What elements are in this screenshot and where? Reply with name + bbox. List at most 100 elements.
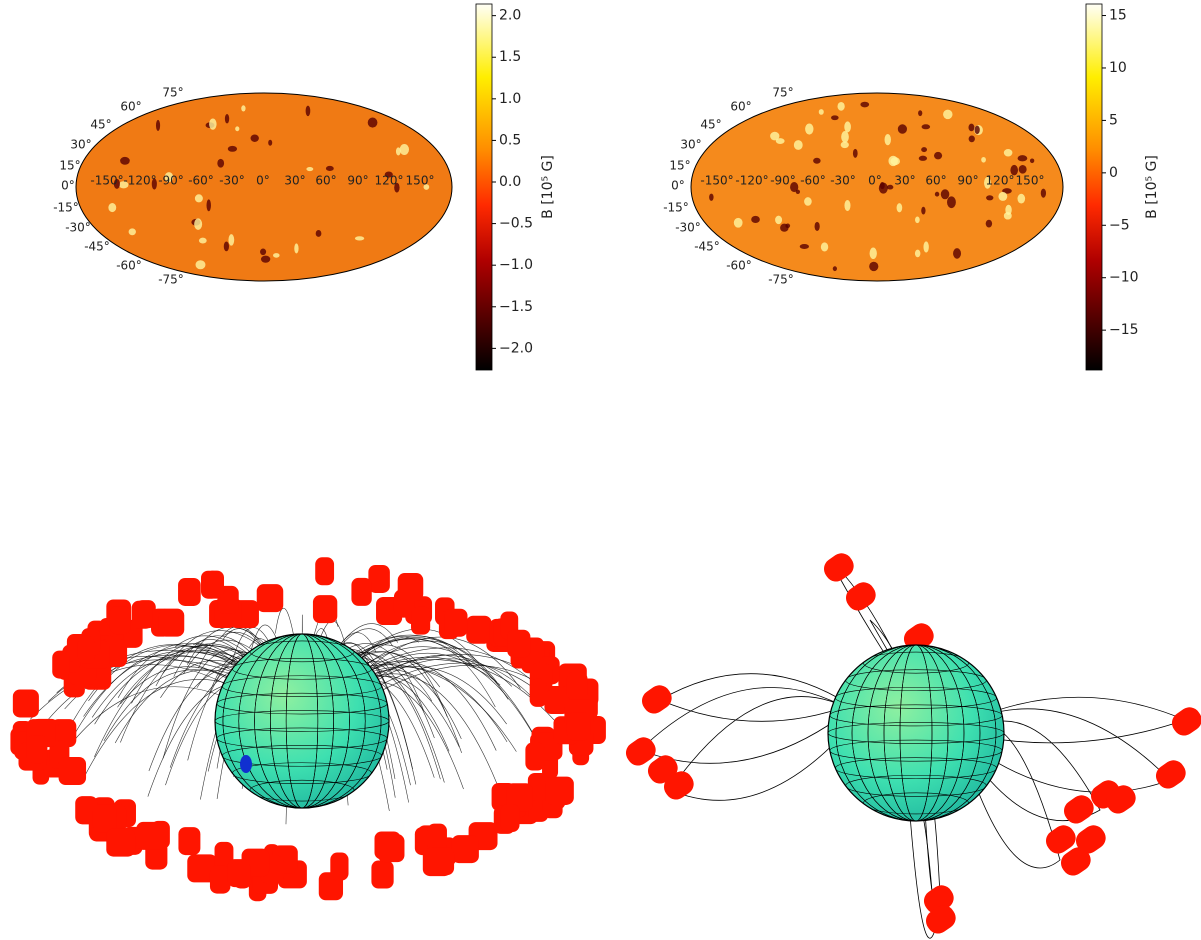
map-spot bbox=[844, 200, 851, 212]
colorbar-tick-label: −5 bbox=[1109, 217, 1130, 233]
latitude-line bbox=[215, 710, 389, 732]
colorbar-tick-label: 2.0 bbox=[499, 8, 521, 24]
map-spot bbox=[953, 248, 962, 259]
colorbar-tick-label: 5 bbox=[1109, 112, 1118, 128]
footpoint bbox=[451, 835, 479, 864]
colorbar-tick-label: 15 bbox=[1109, 8, 1127, 24]
footpoint bbox=[92, 804, 117, 833]
longitude-line bbox=[254, 634, 350, 808]
map-spot bbox=[194, 218, 203, 230]
footpoint bbox=[256, 584, 284, 613]
map-spot bbox=[818, 109, 824, 115]
footpoint bbox=[397, 573, 424, 602]
colorbar-label: B [10⁵ G] bbox=[540, 155, 556, 219]
map-spot bbox=[394, 182, 400, 193]
footpoint bbox=[209, 865, 231, 894]
map-spot bbox=[984, 177, 991, 189]
map-spot bbox=[840, 141, 849, 149]
sphere-grid bbox=[828, 645, 1004, 821]
lon-label: 30° bbox=[894, 174, 915, 188]
map-spot bbox=[395, 147, 401, 156]
map-spot bbox=[151, 178, 157, 190]
colorbar-label: B [10⁵ G] bbox=[1144, 155, 1160, 219]
longitude-line bbox=[883, 645, 949, 821]
lat-label: 15° bbox=[59, 159, 80, 173]
footpoint bbox=[351, 577, 372, 606]
footpoint bbox=[109, 606, 131, 635]
lon-label: -90° bbox=[770, 174, 796, 188]
lon-label: 60° bbox=[315, 174, 336, 188]
lat-label: 60° bbox=[120, 100, 141, 114]
map-spot bbox=[897, 124, 908, 134]
latitude-line bbox=[829, 739, 1003, 762]
lon-label: 150° bbox=[1016, 174, 1045, 188]
colorbar-tick-label: −0.5 bbox=[499, 216, 533, 232]
colorbar: 2.0 1.5 1.0 0.5 0.0 −0.5 −1.0 −1.5 −2.0 B [10⁵ G] bbox=[475, 3, 556, 371]
map-spot bbox=[250, 134, 259, 142]
footpoint bbox=[647, 755, 678, 784]
lon-label: -120° bbox=[735, 174, 768, 188]
lon-label: -120° bbox=[123, 174, 156, 188]
star-sphere bbox=[827, 644, 1005, 822]
longitude-line bbox=[238, 634, 366, 808]
map-spot bbox=[921, 206, 926, 215]
longitude-line bbox=[899, 645, 933, 821]
lon-label: 0° bbox=[868, 174, 882, 188]
lat-label: -15° bbox=[53, 201, 79, 215]
map-spot bbox=[793, 140, 803, 150]
map-spot bbox=[998, 191, 1008, 201]
footpoint bbox=[1075, 825, 1106, 854]
colorbar-tick-label: 10 bbox=[1109, 60, 1127, 76]
map-spot bbox=[831, 115, 839, 121]
map-spot bbox=[770, 131, 780, 141]
footpoint bbox=[444, 608, 468, 637]
footpoint bbox=[427, 823, 447, 852]
map-spot bbox=[223, 241, 229, 252]
footpoint bbox=[131, 600, 153, 629]
footpoint bbox=[315, 557, 335, 586]
colorbar-bar bbox=[475, 3, 493, 371]
map-spot bbox=[217, 158, 225, 168]
map-spot bbox=[120, 156, 130, 165]
map-spot bbox=[780, 223, 789, 232]
star-sphere bbox=[214, 633, 390, 809]
footpoint bbox=[625, 737, 656, 766]
map-panel: 75° 60° 45° 30° 15° 0° -15° -30° -45° -60° -75° -15… bbox=[53, 3, 556, 371]
latitude-line bbox=[828, 722, 1004, 744]
longitude-line bbox=[851, 645, 981, 821]
colorbar-tick-label: −10 bbox=[1109, 270, 1139, 286]
colorbar-tick-label: 1.5 bbox=[499, 49, 521, 65]
map-spot bbox=[820, 242, 829, 252]
colorbar-tick-label: −15 bbox=[1109, 322, 1139, 338]
map-spot bbox=[733, 217, 743, 228]
latitude-line bbox=[835, 686, 997, 709]
lat-label: -60° bbox=[726, 259, 752, 273]
footpoint bbox=[411, 606, 431, 635]
map-spot bbox=[896, 203, 903, 213]
map-spot bbox=[918, 110, 923, 117]
map-spot bbox=[164, 172, 174, 183]
map-spot bbox=[198, 237, 207, 244]
map-spot bbox=[209, 118, 217, 130]
map-spot bbox=[268, 139, 273, 146]
footpoint bbox=[26, 735, 48, 764]
map-spot bbox=[709, 193, 714, 201]
colorbar-tick-label: 1.0 bbox=[499, 91, 521, 107]
map-spot bbox=[974, 125, 980, 135]
map-spot bbox=[790, 181, 799, 193]
map-spot bbox=[934, 191, 940, 197]
lat-label: -15° bbox=[663, 201, 689, 215]
footpoint bbox=[368, 564, 390, 593]
map-spot bbox=[805, 123, 814, 135]
map-spot bbox=[1003, 148, 1013, 157]
lat-label: 15° bbox=[669, 159, 690, 173]
footpoint bbox=[178, 827, 201, 856]
map-spot bbox=[108, 203, 117, 213]
map-spot bbox=[947, 196, 956, 209]
footpoint bbox=[566, 671, 588, 700]
colorbar-tick-label: 0 bbox=[1109, 165, 1118, 181]
footpoint bbox=[58, 757, 87, 786]
sphere-grid bbox=[215, 634, 389, 808]
lat-label: 75° bbox=[162, 86, 183, 100]
lon-label: 90° bbox=[347, 174, 368, 188]
